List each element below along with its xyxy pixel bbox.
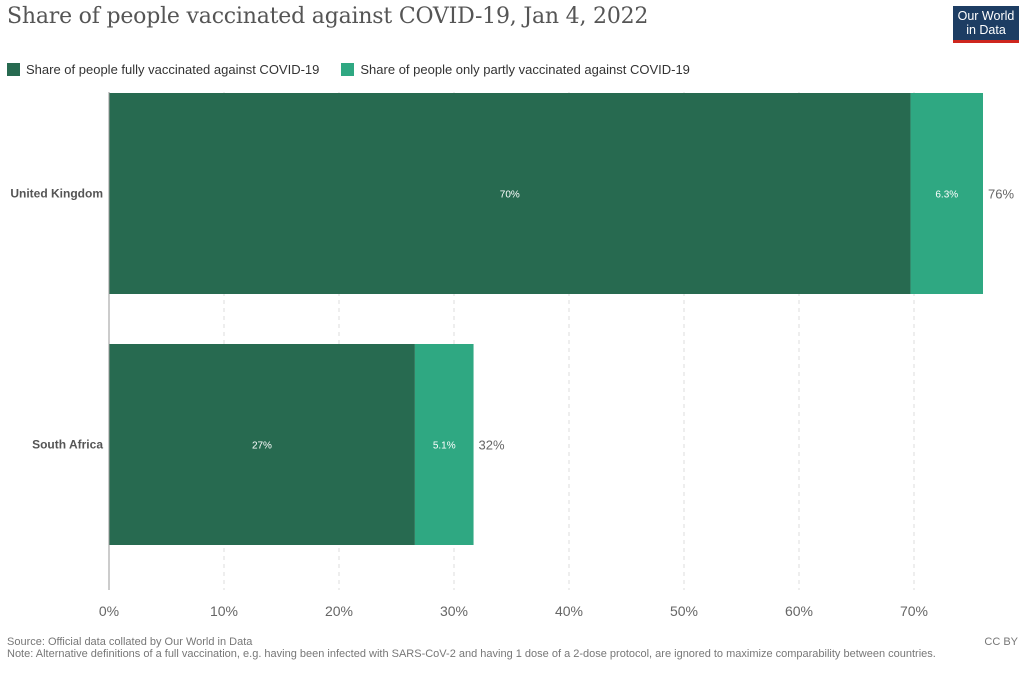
x-tick-label: 70%: [900, 603, 928, 619]
bar-total-label: 76%: [988, 187, 1014, 202]
bar-chart: 0% 10% 20% 30% 40% 50% 60% 70% 70% 6.3% 76% United …: [10, 92, 1014, 619]
logo-line-1: Our World: [957, 9, 1015, 23]
bar-value-label: 5.1%: [433, 441, 456, 452]
logo-line-2: in Data: [966, 23, 1006, 37]
category-label: United Kingdom: [10, 187, 103, 201]
x-tick-label: 30%: [440, 603, 468, 619]
chart-title: Share of people vaccinated against COVID…: [7, 4, 649, 29]
bar-value-label: 6.3%: [935, 190, 958, 201]
category-label: South Africa: [32, 438, 103, 452]
legend-swatch-fully: [7, 62, 20, 76]
bar-segment: [910, 93, 983, 294]
license-link[interactable]: CC BY: [984, 636, 1018, 648]
bar-value-label: 27%: [252, 441, 272, 452]
legend-label-partly: Share of people only partly vaccinated a…: [360, 61, 690, 77]
owid-logo[interactable]: Our World in Data: [953, 6, 1019, 43]
bar-value-label: 70%: [500, 190, 520, 201]
legend-item-fully[interactable]: Share of people fully vaccinated against…: [7, 62, 319, 77]
bar-segment: [109, 93, 911, 294]
legend-label-fully: Share of people fully vaccinated against…: [26, 61, 320, 77]
x-tick-label: 0%: [99, 603, 119, 619]
x-tick-label: 40%: [555, 603, 583, 619]
x-tick-label: 20%: [325, 603, 353, 619]
bar-total-label: 32%: [479, 438, 505, 453]
x-tick-label: 10%: [210, 603, 238, 619]
legend-item-partly[interactable]: Share of people only partly vaccinated a…: [341, 62, 690, 77]
source-note: Source: Official data collated by Our Wo…: [7, 636, 253, 648]
comparability-note: Note: Alternative definitions of a full …: [7, 648, 936, 660]
bar-segment: [414, 344, 474, 545]
legend-swatch-partly: [341, 62, 355, 76]
bar-segment: [109, 344, 415, 545]
x-tick-label: 50%: [670, 603, 698, 619]
x-tick-label: 60%: [785, 603, 813, 619]
legend: Share of people fully vaccinated against…: [7, 60, 712, 78]
footer: Source: Official data collated by Our Wo…: [7, 636, 982, 660]
